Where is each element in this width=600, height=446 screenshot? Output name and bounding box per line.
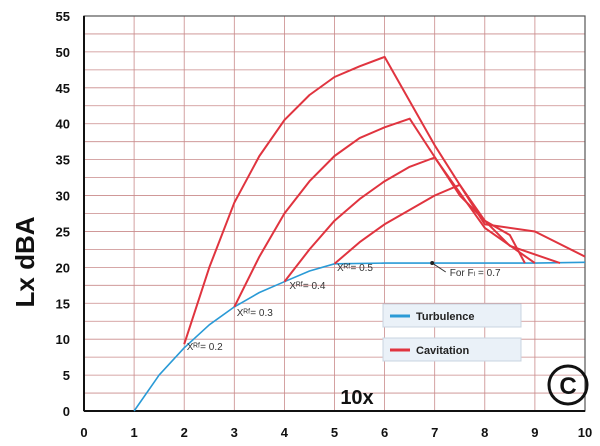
annotation-pointer [431,262,447,273]
y-tick-label: 45 [56,81,70,96]
x-tick-label: 3 [231,425,238,440]
series-line-turbulence [133,261,586,412]
series-line-cavitation [283,156,536,283]
x-tick-label: 4 [281,425,289,440]
annotation-label: Xᴿᶠ= 0.3 [237,308,273,319]
annotation-label: Xᴿᶠ= 0.2 [187,342,223,353]
y-tick-label: 5 [63,368,70,383]
y-tick-label: 25 [56,224,70,239]
annotation-label: Xᴿᶠ= 0.5 [337,263,373,274]
annotations: Xᴿᶠ= 0.2 Xᴿᶠ= 0.3 Xᴿᶠ= 0.4 Xᴿᶠ= 0.5 For Fₗ =… [187,261,501,353]
x-tick-label: 10 [578,425,592,440]
y-tick-label: 30 [56,189,70,204]
y-tick-label: 55 [56,9,70,24]
badge-letter: C [559,373,576,400]
series-group [133,55,586,412]
y-tick-label: 0 [63,404,70,419]
legend: Turbulence Cavitation [382,303,522,362]
series-line-cavitation [233,117,561,308]
series-line-cavitation [333,183,526,265]
x-axis-title: 10x [340,387,373,409]
x-tick-label: 9 [531,425,538,440]
legend-box-turbulence [382,303,522,328]
legend-label-cavitation: Cavitation [416,345,469,357]
legend-box-cavitation [382,337,522,362]
x-tick-label: 6 [381,425,388,440]
plot-frame [83,15,586,412]
x-tick-label: 7 [431,425,438,440]
y-tick-labels: 0 5 10 15 20 25 30 35 40 45 50 55 [56,9,70,419]
series-line-cavitation [183,55,586,345]
x-tick-label: 1 [130,425,137,440]
x-tick-label: 0 [80,425,87,440]
figure-badge: C [547,364,589,406]
y-tick-label: 35 [56,153,70,168]
badge-circle [547,364,589,406]
annotation-label: Xᴿᶠ= 0.4 [289,281,325,292]
y-tick-label: 40 [56,117,70,132]
x-tick-label: 8 [481,425,488,440]
annotation-pointer-dot [430,261,435,266]
y-tick-label: 15 [56,296,70,311]
y-axis-title: Lx dBA [10,216,40,307]
y-tick-label: 10 [56,332,70,347]
y-tick-label: 20 [56,260,70,275]
x-tick-label: 5 [331,425,338,440]
x-tick-labels: 0 1 2 3 4 5 6 7 8 9 10 [80,425,592,440]
annotation-label: For Fₗ = 0.7 [450,268,501,279]
x-tick-label: 2 [181,425,188,440]
y-tick-label: 50 [56,45,70,60]
legend-label-turbulence: Turbulence [416,311,474,323]
